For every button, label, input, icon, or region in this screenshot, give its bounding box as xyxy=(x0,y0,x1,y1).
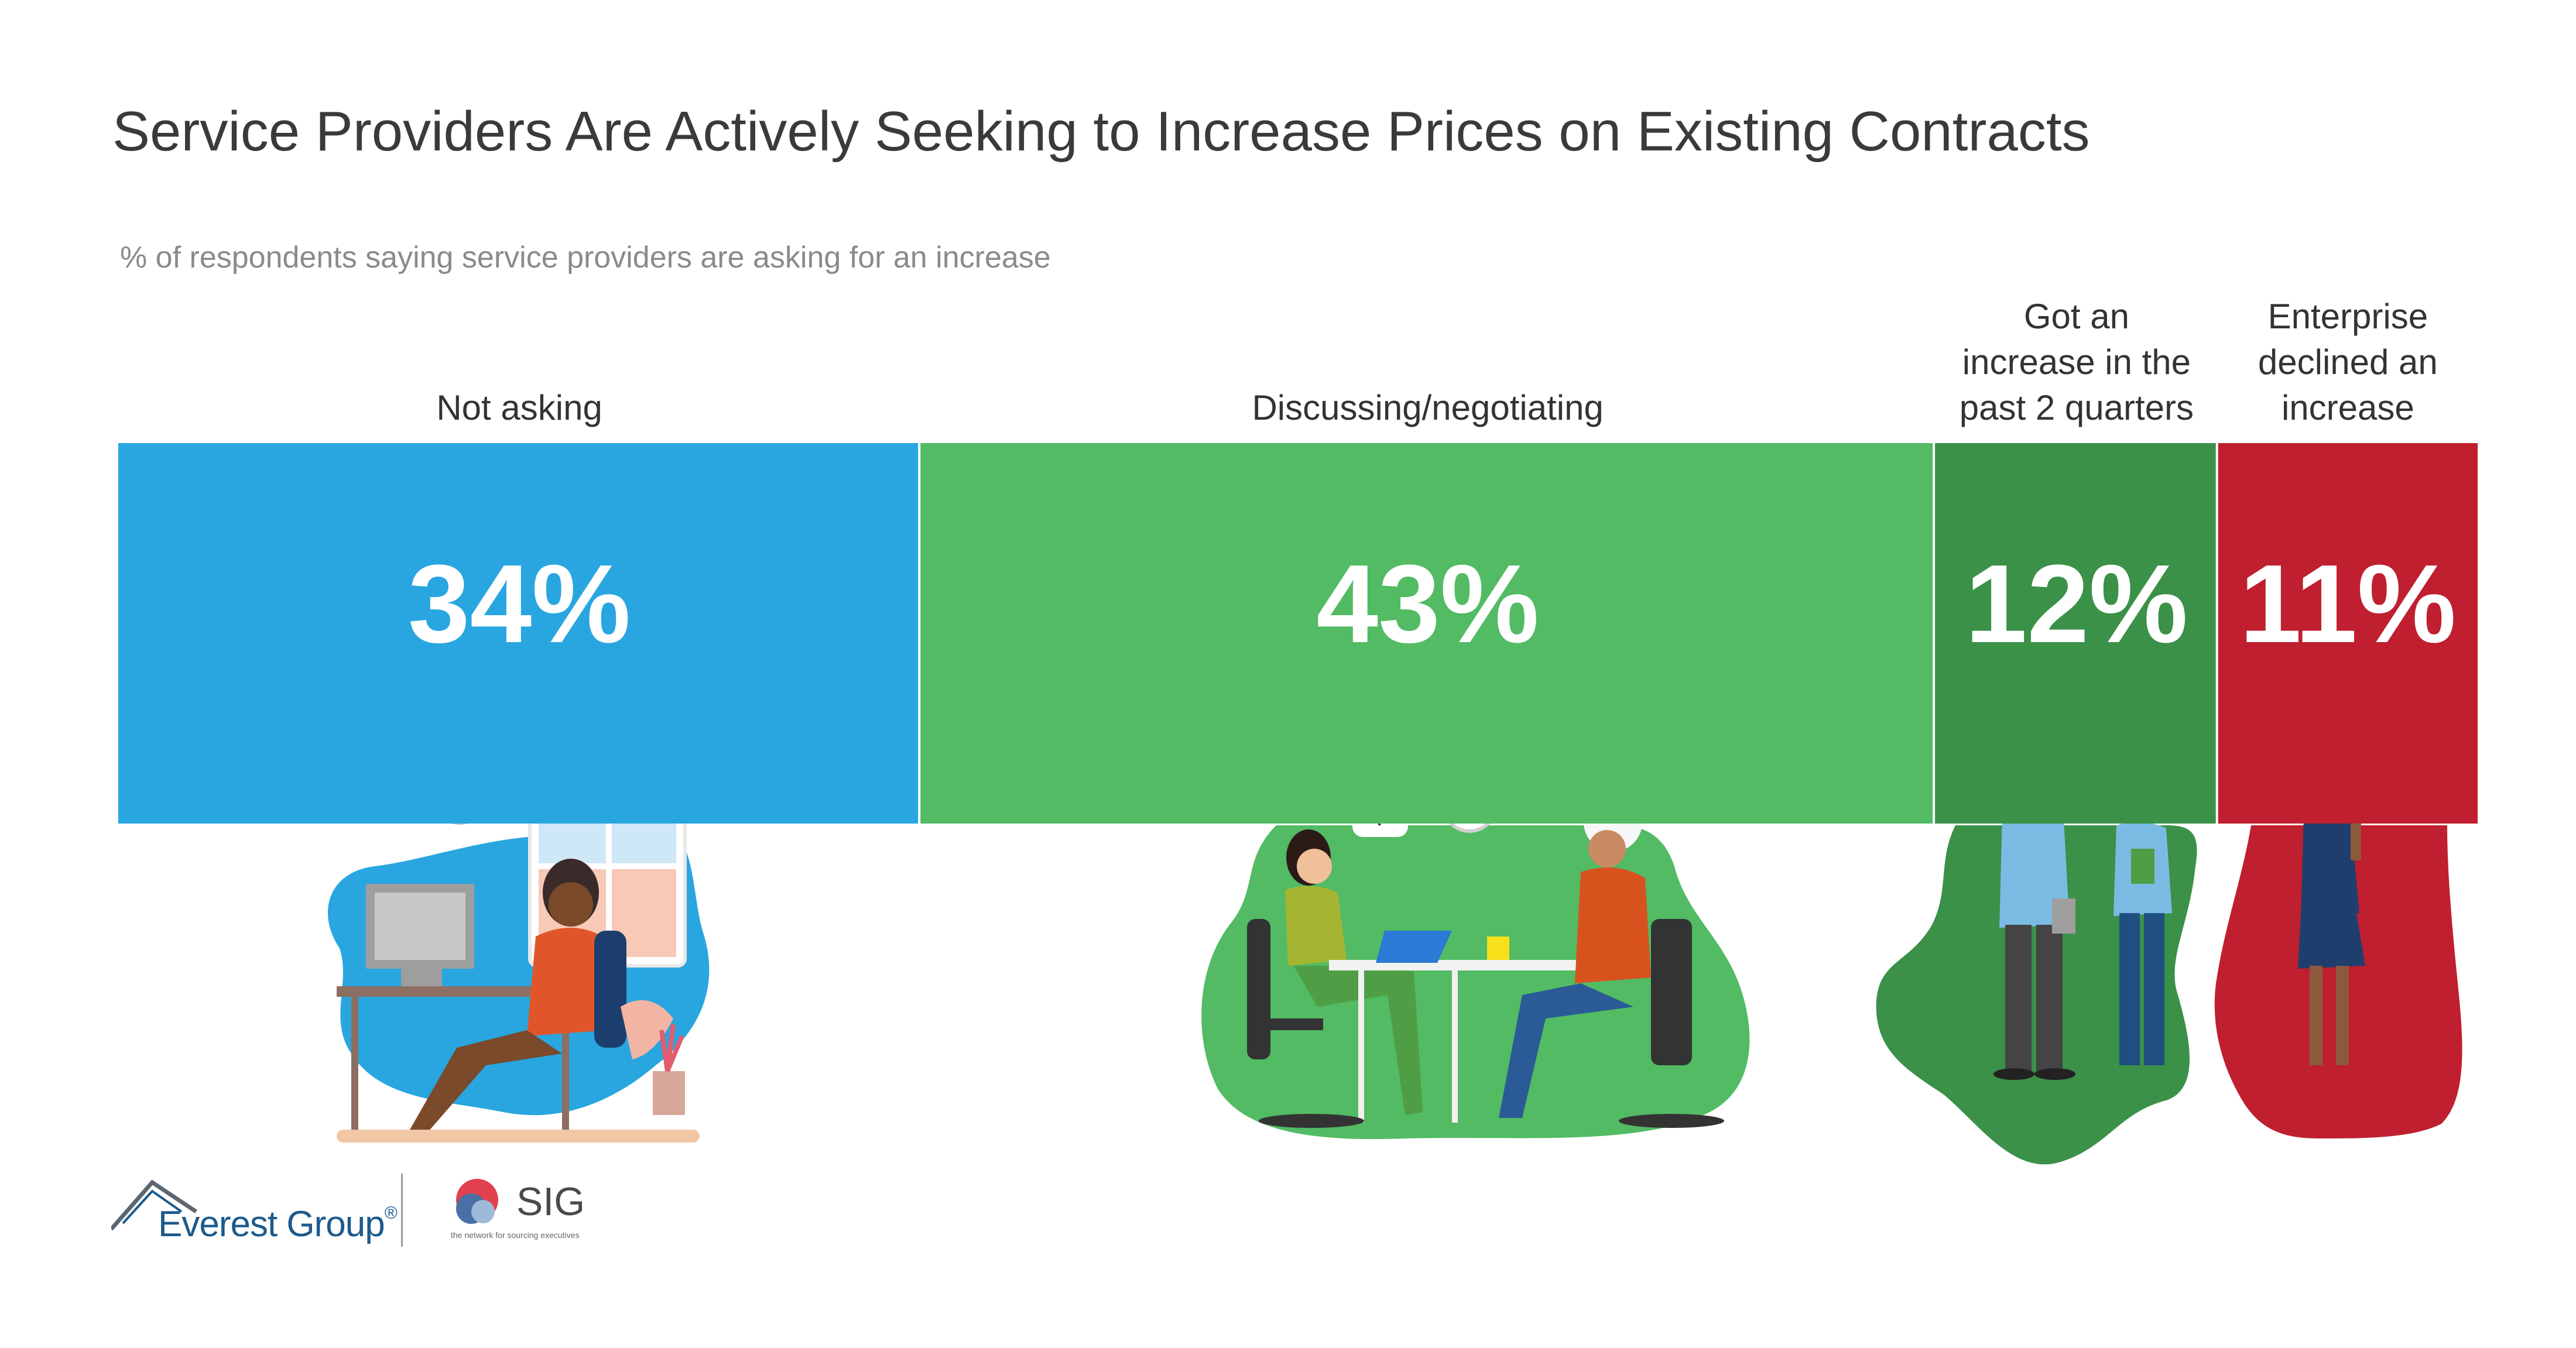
bar-segment-2 xyxy=(920,443,1933,824)
category-label-1-line-1: Not asking xyxy=(436,388,602,427)
registered-mark: ® xyxy=(384,1203,398,1223)
everest-logo-text: Everest Group xyxy=(158,1204,385,1244)
illustration-got-increase xyxy=(1876,764,2197,1165)
logo-divider xyxy=(401,1174,403,1247)
illustration-discussing: ? ··· xyxy=(1201,777,1750,1140)
value-label-1: 34% xyxy=(408,542,631,666)
category-label-4-line-1: Enterprise xyxy=(2268,297,2428,336)
bar-segment-1 xyxy=(118,443,919,824)
value-label-2: 43% xyxy=(1317,542,1539,666)
bar-segment-3 xyxy=(1935,443,2216,824)
category-label-3-line-1: Got an xyxy=(2024,297,2129,336)
value-label-4: 11% xyxy=(2239,542,2456,666)
chart-title: Service Providers Are Actively Seeking t… xyxy=(112,100,2090,163)
category-label-4-line-3: increase xyxy=(2282,388,2414,427)
mountain-icon xyxy=(109,1179,197,1231)
category-label-3-line-3: past 2 quarters xyxy=(1960,388,2194,427)
bars-group: 34% Not asking 43% Discussing/negotiating 12… xyxy=(118,297,2478,824)
bar-segment-4 xyxy=(2218,443,2478,824)
category-label-4-line-2: declined an xyxy=(2258,342,2438,382)
sig-logo-text: SIG xyxy=(516,1179,585,1224)
sig-emblem-icon xyxy=(456,1179,498,1224)
sig-tagline: the network for sourcing executives xyxy=(451,1230,580,1240)
everest-group-logo: Everest Group® xyxy=(109,1171,398,1253)
category-label-3-line-2: increase in the xyxy=(1962,342,2191,382)
chart-subtitle: % of respondents saying service provider… xyxy=(120,241,1051,275)
value-label-3: 12% xyxy=(1965,542,2188,666)
sig-logo: SIG the network for sourcing executives xyxy=(451,1177,603,1247)
illustration-not-asking xyxy=(328,771,710,1143)
category-label-2-line-1: Discussing/negotiating xyxy=(1252,388,1603,427)
